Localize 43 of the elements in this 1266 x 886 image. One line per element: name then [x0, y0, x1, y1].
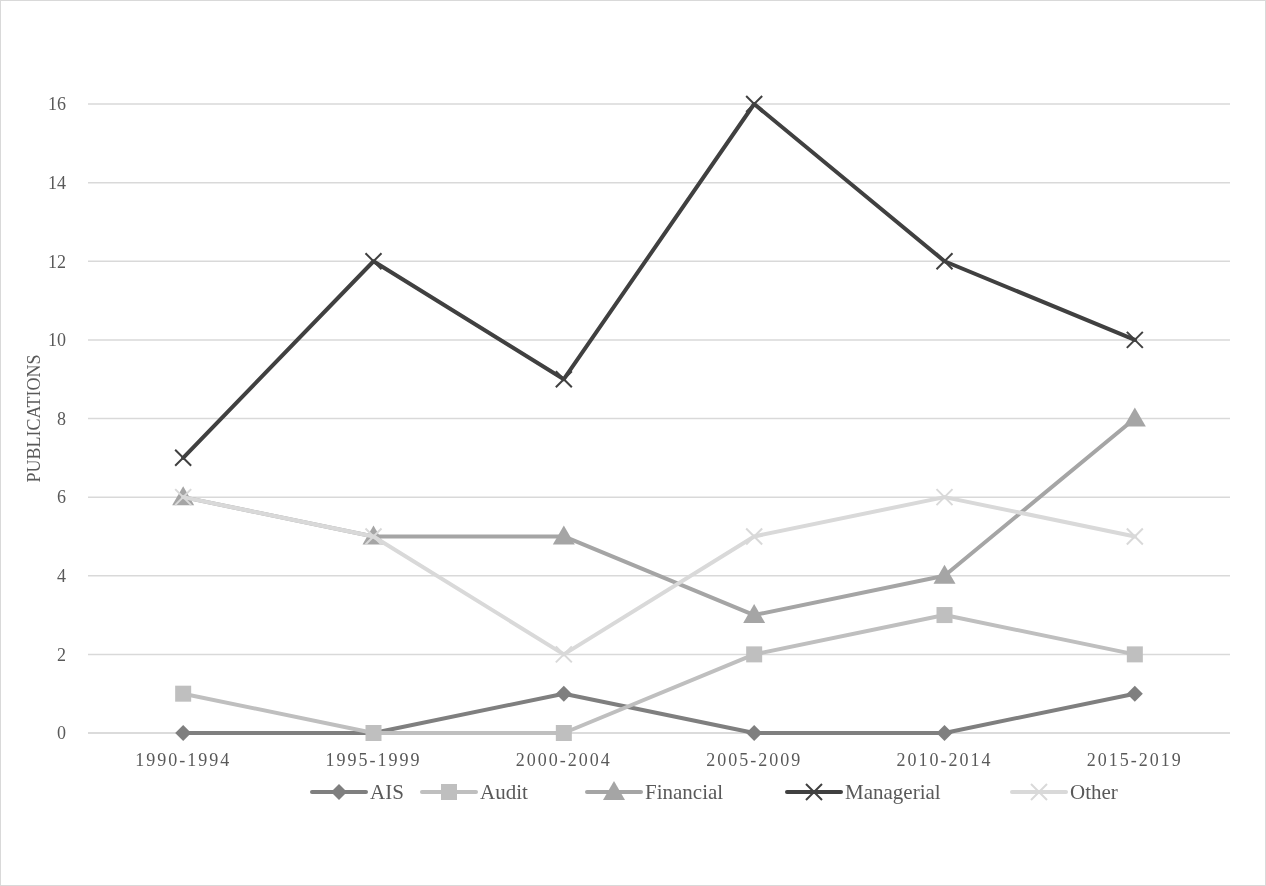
y-tick-label: 2 [57, 644, 66, 665]
x-tick-label: 2000-2004 [515, 750, 612, 770]
point [936, 725, 953, 741]
point [745, 95, 764, 113]
point [746, 646, 763, 663]
point [1123, 407, 1146, 427]
y-axis-title: PUBLICATIONS [24, 354, 44, 483]
point [555, 685, 572, 702]
point [555, 725, 572, 741]
x-tick-label: 1995-1999 [325, 750, 422, 770]
point [1126, 685, 1143, 702]
point [1125, 527, 1144, 546]
point [935, 488, 954, 507]
point [936, 607, 953, 624]
point [552, 525, 575, 545]
point [174, 448, 193, 467]
point [743, 604, 766, 624]
point [554, 645, 573, 664]
point [175, 685, 192, 702]
legend-label: Managerial [845, 780, 941, 805]
x-tick-label: 2005-2009 [706, 750, 803, 770]
point [554, 370, 573, 389]
legend-label: Audit [480, 780, 528, 805]
x-tick-label: 2015-2019 [1086, 750, 1183, 770]
y-tick-label: 16 [48, 94, 66, 115]
y-tick-label: 12 [48, 251, 66, 272]
legend-label: Financial [645, 780, 724, 805]
y-tick-label: 4 [57, 566, 66, 587]
point [364, 252, 383, 271]
y-tick-label: 8 [57, 408, 66, 429]
x-tick-label: 1990-1994 [135, 750, 232, 770]
legend-label: AIS [370, 780, 404, 805]
point [1126, 646, 1143, 663]
point [1125, 330, 1144, 349]
point [745, 527, 764, 546]
y-tick-label: 10 [48, 330, 66, 351]
point [935, 252, 954, 271]
y-tick-label: 6 [57, 487, 66, 508]
x-tick-label: 2010-2014 [896, 750, 993, 770]
y-tick-label: 14 [48, 172, 66, 193]
y-tick-label: 0 [57, 723, 66, 744]
point [933, 564, 956, 584]
legend-label: Other [1070, 780, 1118, 805]
